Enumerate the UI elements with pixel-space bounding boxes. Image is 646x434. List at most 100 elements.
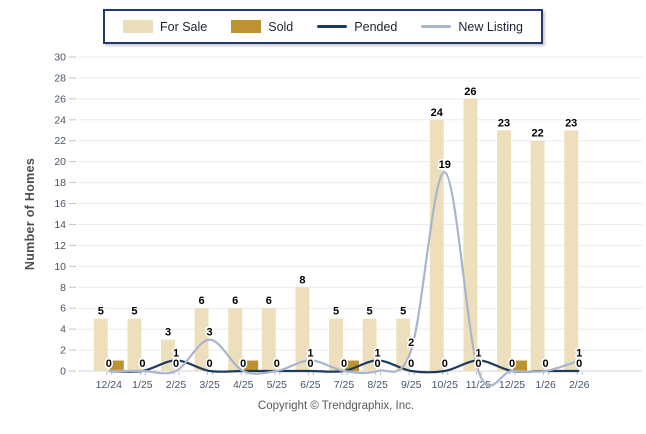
svg-text:6: 6 (266, 295, 272, 307)
svg-text:9/25: 9/25 (401, 379, 422, 391)
svg-text:0: 0 (60, 366, 66, 378)
new-listing-line-icon (421, 25, 452, 28)
svg-text:5/25: 5/25 (267, 379, 288, 391)
svg-text:24: 24 (431, 107, 444, 119)
legend-item-new-listing: New Listing (421, 20, 523, 34)
x-axis: 12/24 1/25 2/25 3/25 4/25 5/25 6/25 7/25 8/25 9/2… (96, 372, 590, 391)
svg-text:1: 1 (307, 348, 313, 360)
svg-text:8: 8 (60, 282, 66, 294)
y-axis-title: Number of Homes (23, 157, 37, 271)
svg-text:3/25: 3/25 (199, 379, 220, 391)
svg-text:0: 0 (173, 358, 179, 370)
svg-text:23: 23 (498, 117, 510, 129)
svg-text:14: 14 (54, 219, 66, 231)
legend-label-sold: Sold (268, 19, 294, 34)
for-sale-bar (228, 308, 243, 371)
svg-text:1: 1 (576, 348, 582, 360)
for-sale-bar (194, 308, 209, 371)
svg-text:5: 5 (333, 306, 339, 318)
for-sale-bar (93, 318, 108, 371)
for-sale-bar (530, 140, 545, 371)
svg-text:30: 30 (54, 52, 66, 64)
for-sale-bar (329, 318, 343, 371)
chart-legend: For Sale Sold Pended New Listing (102, 9, 544, 44)
svg-text:1/26: 1/26 (535, 379, 556, 391)
pended-line-icon (317, 25, 348, 28)
svg-text:2: 2 (408, 337, 414, 349)
for-sale-bar (396, 318, 411, 371)
svg-text:6: 6 (232, 295, 238, 307)
svg-text:24: 24 (54, 114, 66, 126)
svg-text:28: 28 (54, 72, 66, 84)
svg-text:8/25: 8/25 (367, 379, 388, 391)
svg-text:7/25: 7/25 (334, 379, 355, 391)
sold-bar (345, 360, 359, 371)
line-new-listing (108, 171, 580, 387)
svg-text:2: 2 (60, 345, 66, 357)
legend-label-pended: Pended (354, 19, 398, 34)
svg-text:5: 5 (400, 306, 406, 318)
legend-label-new-listing: New Listing (458, 19, 524, 34)
svg-text:0: 0 (207, 358, 213, 370)
svg-text:18: 18 (54, 177, 66, 189)
sold-bar (513, 360, 527, 371)
svg-text:3: 3 (207, 327, 213, 339)
svg-text:0: 0 (576, 358, 582, 370)
svg-text:23: 23 (565, 117, 577, 129)
svg-text:5: 5 (98, 306, 104, 318)
svg-text:1: 1 (173, 348, 179, 360)
svg-text:5: 5 (367, 306, 373, 318)
bars-sold (109, 360, 527, 371)
svg-text:12/24: 12/24 (96, 379, 122, 391)
svg-text:0: 0 (509, 358, 515, 370)
svg-text:0: 0 (106, 358, 112, 370)
svg-text:0: 0 (341, 358, 347, 370)
for-sale-bar (362, 318, 377, 371)
svg-text:5: 5 (131, 306, 137, 318)
svg-text:0: 0 (442, 358, 448, 370)
svg-text:0: 0 (408, 358, 414, 370)
sold-bar (244, 360, 259, 371)
svg-text:12/25: 12/25 (499, 379, 525, 391)
svg-text:0: 0 (543, 358, 549, 370)
svg-text:0: 0 (240, 358, 246, 370)
svg-text:20: 20 (54, 156, 66, 168)
for-sale-bar (295, 287, 310, 371)
for-sale-swatch-icon (122, 20, 153, 33)
svg-text:1/25: 1/25 (132, 379, 153, 391)
svg-text:26: 26 (464, 86, 476, 98)
svg-text:1: 1 (375, 348, 381, 360)
svg-text:2/25: 2/25 (166, 379, 187, 391)
svg-text:2/26: 2/26 (569, 379, 590, 391)
svg-text:4/25: 4/25 (233, 379, 254, 391)
svg-text:10: 10 (54, 261, 66, 273)
for-sale-bar (429, 119, 444, 371)
svg-text:1: 1 (475, 348, 481, 360)
svg-text:4: 4 (60, 324, 66, 336)
svg-text:0: 0 (475, 358, 481, 370)
svg-text:6/25: 6/25 (300, 379, 321, 391)
value-labels: 5050310630606081050510520241902610230220… (96, 84, 584, 371)
for-sale-bar (261, 308, 276, 371)
for-sale-bar (127, 318, 142, 371)
legend-item-sold: Sold (231, 20, 293, 34)
svg-text:22: 22 (54, 135, 66, 147)
svg-text:10/25: 10/25 (432, 379, 458, 391)
legend-item-pended: Pended (317, 20, 397, 34)
svg-text:19: 19 (439, 159, 451, 171)
svg-text:26: 26 (54, 93, 66, 105)
svg-text:0: 0 (274, 358, 280, 370)
legend-label-for-sale: For Sale (159, 19, 208, 34)
svg-text:0: 0 (139, 358, 145, 370)
svg-text:0: 0 (307, 358, 313, 370)
gridlines (78, 56, 642, 372)
svg-text:22: 22 (531, 128, 543, 140)
sold-swatch-icon (231, 20, 262, 33)
svg-text:6: 6 (60, 303, 66, 315)
sold-bar (109, 360, 124, 371)
svg-text:3: 3 (165, 327, 171, 339)
svg-text:16: 16 (54, 198, 66, 210)
